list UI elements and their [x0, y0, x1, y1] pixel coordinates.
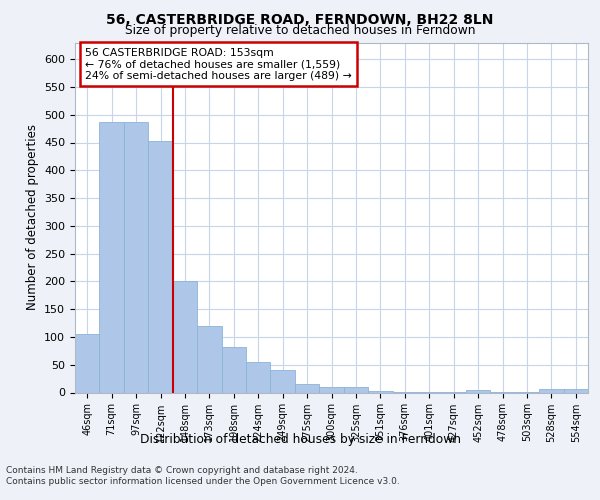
Bar [319, 387, 344, 392]
Text: Contains public sector information licensed under the Open Government Licence v3: Contains public sector information licen… [6, 477, 400, 486]
Text: Contains HM Land Registry data © Crown copyright and database right 2024.: Contains HM Land Registry data © Crown c… [6, 466, 358, 475]
Text: Distribution of detached houses by size in Ferndown: Distribution of detached houses by size … [139, 432, 461, 446]
Bar [368, 391, 392, 392]
Bar [221, 347, 246, 393]
Bar [246, 362, 271, 392]
Bar [563, 389, 588, 392]
Bar [148, 142, 173, 392]
Bar [173, 282, 197, 393]
Text: 56, CASTERBRIDGE ROAD, FERNDOWN, BH22 8LN: 56, CASTERBRIDGE ROAD, FERNDOWN, BH22 8L… [106, 12, 494, 26]
Bar [100, 122, 124, 392]
Bar [271, 370, 295, 392]
Bar [124, 122, 148, 392]
Bar [295, 384, 319, 392]
Bar [344, 387, 368, 392]
Text: Size of property relative to detached houses in Ferndown: Size of property relative to detached ho… [125, 24, 475, 37]
Bar [197, 326, 221, 392]
Bar [539, 389, 563, 392]
Bar [466, 390, 490, 392]
Bar [75, 334, 100, 392]
Text: 56 CASTERBRIDGE ROAD: 153sqm
← 76% of detached houses are smaller (1,559)
24% of: 56 CASTERBRIDGE ROAD: 153sqm ← 76% of de… [85, 48, 352, 81]
Y-axis label: Number of detached properties: Number of detached properties [26, 124, 38, 310]
